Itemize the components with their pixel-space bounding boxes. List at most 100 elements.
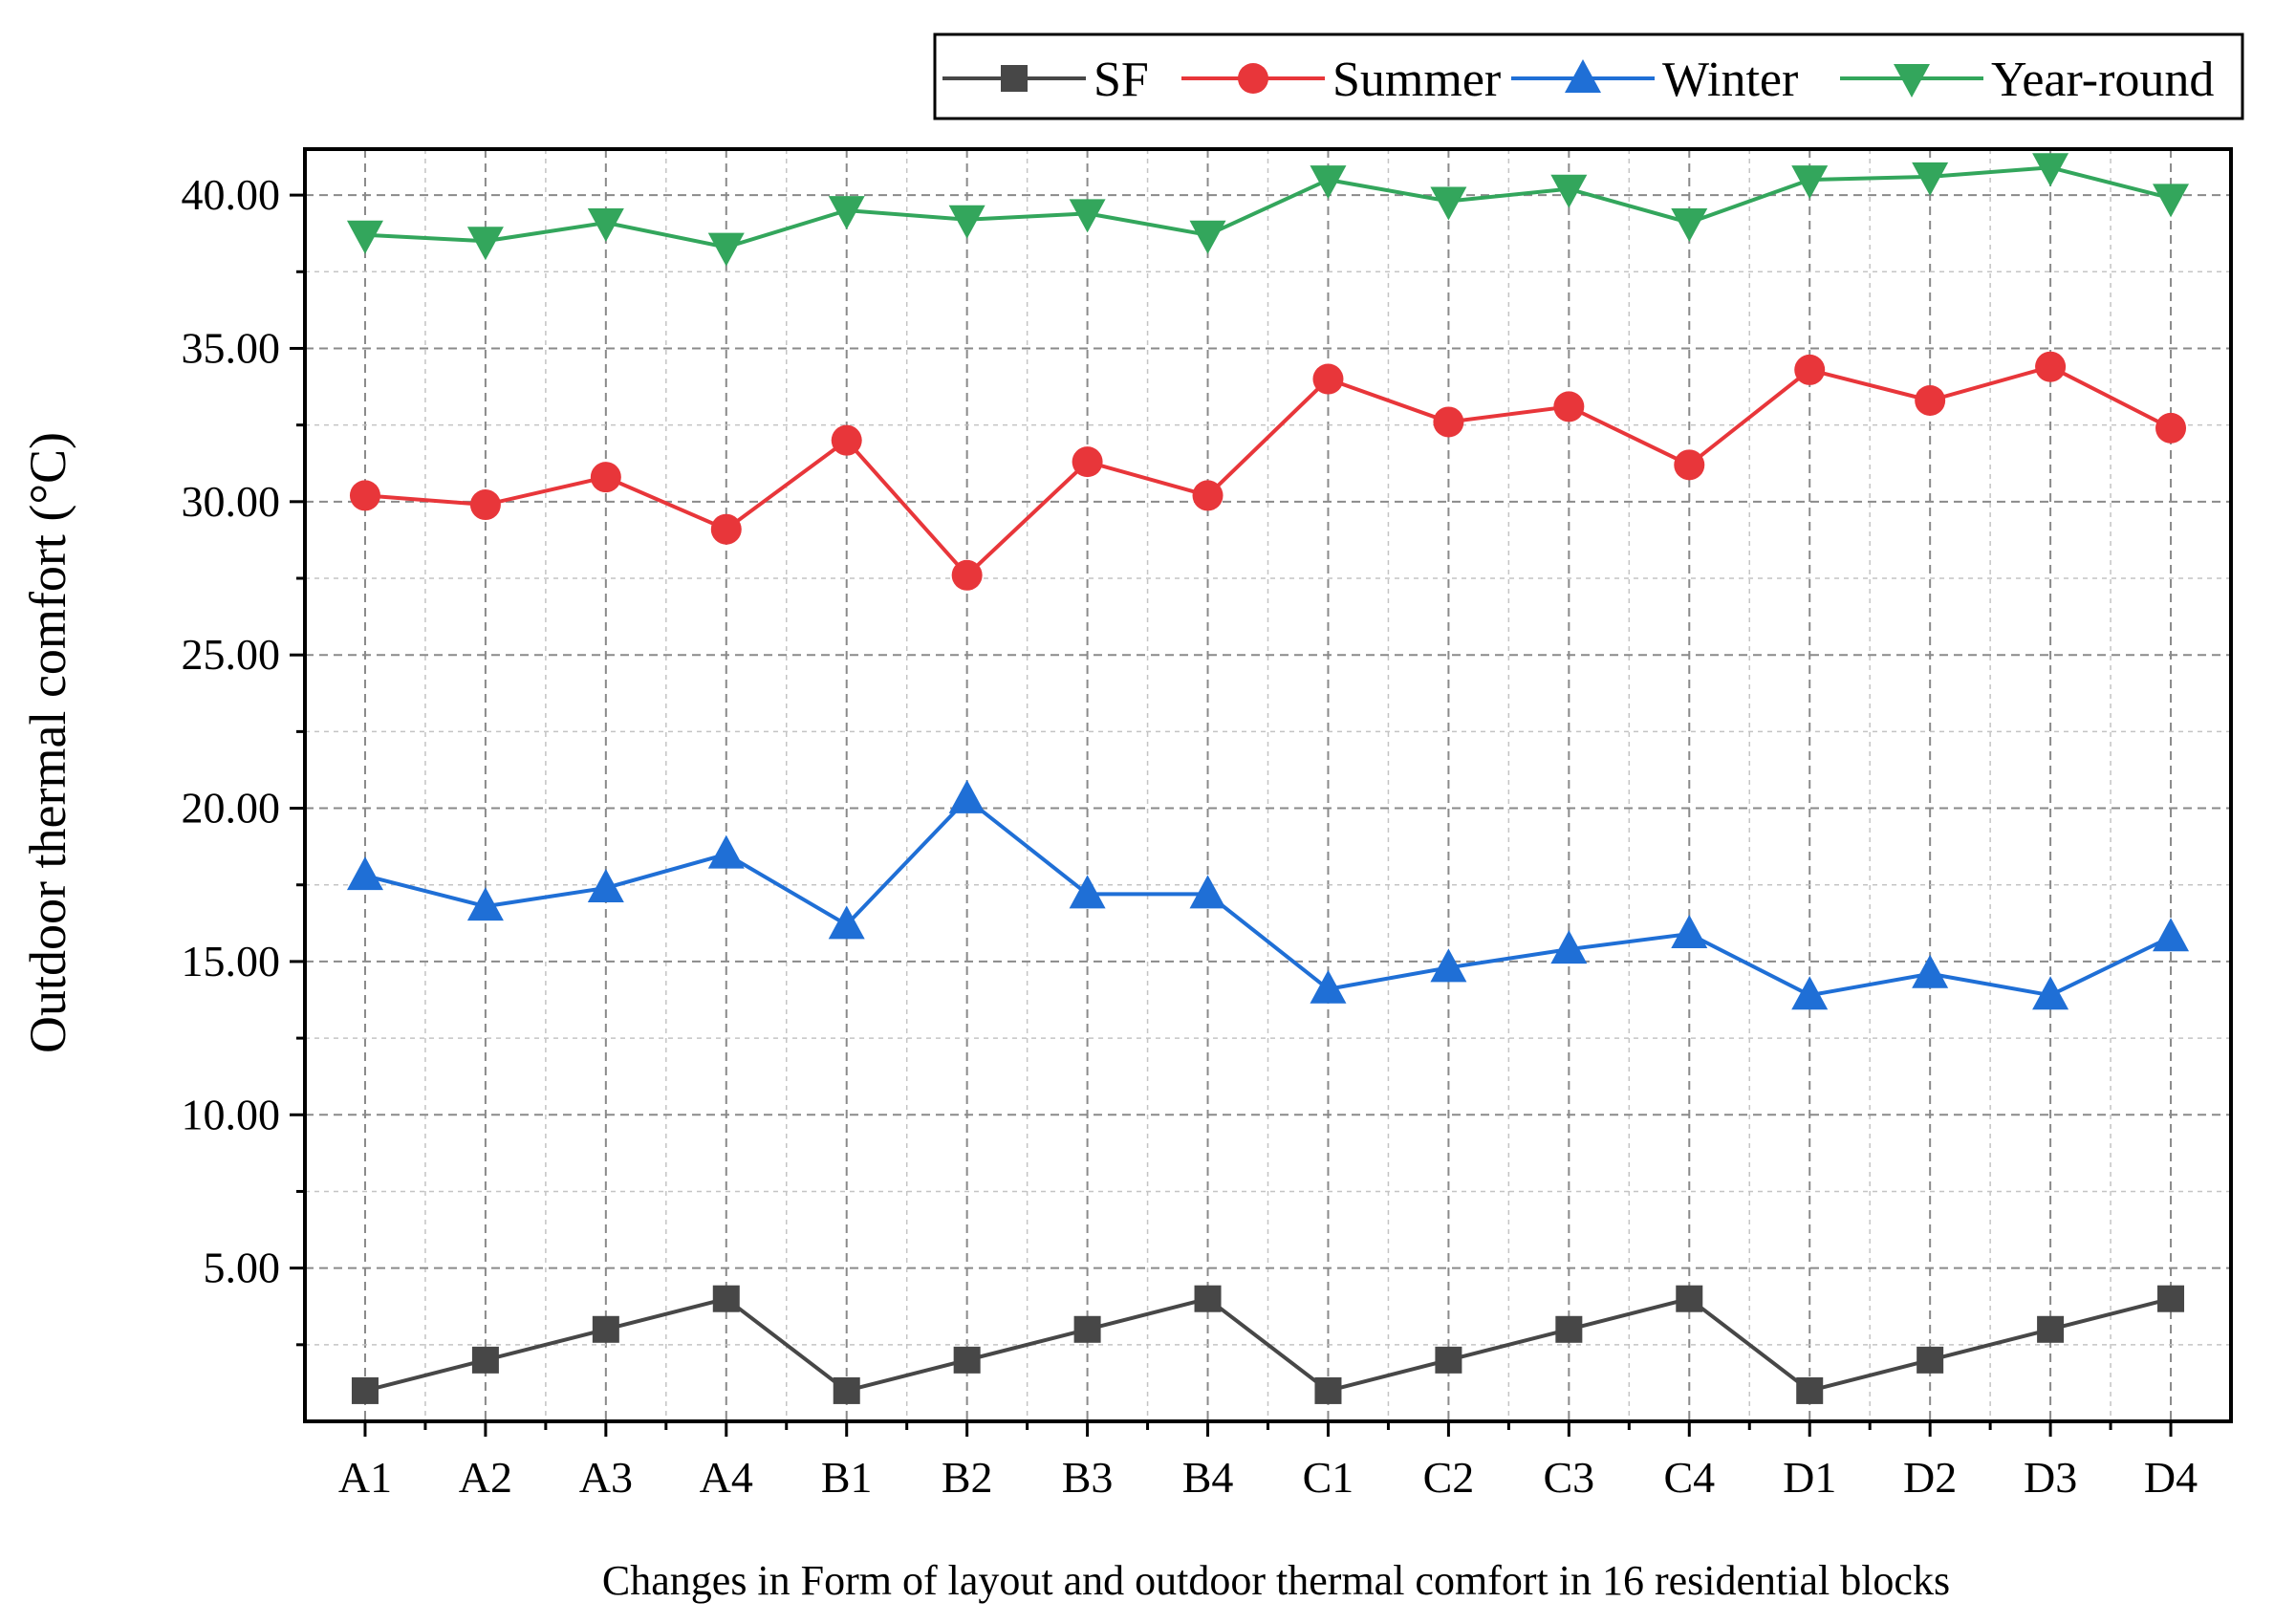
data-point-winter xyxy=(346,856,383,891)
series-line-year-round xyxy=(364,165,2172,249)
data-point-summer xyxy=(951,559,983,591)
data-point-summer xyxy=(1192,480,1224,511)
x-tick-label: B1 xyxy=(821,1453,873,1502)
series-layer xyxy=(346,153,2190,1404)
data-point-winter xyxy=(1430,948,1467,983)
data-point-winter xyxy=(828,905,865,940)
data-point-summer xyxy=(469,489,501,521)
data-point-sf xyxy=(1435,1346,1462,1374)
data-point-sf xyxy=(1917,1346,1944,1374)
x-tick-label: B3 xyxy=(1062,1453,1114,1502)
data-point-winter xyxy=(466,887,504,921)
series-line-winter xyxy=(364,796,2172,998)
data-point-sf xyxy=(1555,1315,1583,1343)
x-axis-title: Changes in Form of layout and outdoor th… xyxy=(602,1557,1950,1604)
data-point-summer xyxy=(1553,391,1585,422)
y-tick-label: 15.00 xyxy=(182,937,281,985)
y-axis-title: Outdoor thermal comfort (°C) xyxy=(19,432,76,1053)
x-tick-label: C3 xyxy=(1544,1453,1595,1502)
data-point-year-round xyxy=(948,205,985,239)
data-point-sf xyxy=(351,1376,379,1404)
data-point-year-round xyxy=(1550,174,1588,208)
y-tick-label: 10.00 xyxy=(182,1090,281,1138)
x-tick-label: D1 xyxy=(1783,1453,1836,1502)
data-point-year-round xyxy=(828,196,865,230)
data-point-winter xyxy=(948,779,985,813)
data-point-sf xyxy=(1073,1315,1101,1343)
series-year-round xyxy=(346,153,2190,267)
series-line-sf xyxy=(364,1296,2172,1394)
data-point-sf xyxy=(1314,1376,1342,1404)
data-point-winter xyxy=(1550,930,1588,964)
data-point-winter xyxy=(1189,875,1226,909)
data-point-winter xyxy=(2153,918,2190,952)
x-tick-label: D4 xyxy=(2144,1453,2198,1502)
data-point-year-round xyxy=(1912,162,1949,196)
data-point-winter xyxy=(1069,875,1106,909)
data-point-sf xyxy=(712,1285,740,1312)
data-point-year-round xyxy=(2153,184,2190,218)
data-point-summer xyxy=(1072,446,1103,478)
data-point-sf xyxy=(2157,1285,2185,1312)
legend-label-year-round: Year-round xyxy=(1991,53,2214,107)
data-point-summer xyxy=(1312,363,1344,395)
data-point-sf xyxy=(833,1376,860,1404)
data-point-sf xyxy=(1194,1285,1222,1312)
legend-marker-year-round xyxy=(1894,64,1930,97)
data-point-summer xyxy=(1915,384,1946,416)
data-point-year-round xyxy=(707,232,745,267)
x-tick-label: D3 xyxy=(2024,1453,2077,1502)
data-point-sf xyxy=(592,1315,619,1343)
legend-label-sf: SF xyxy=(1094,53,1149,107)
x-tick-label: A3 xyxy=(579,1453,633,1502)
data-point-summer xyxy=(710,513,742,545)
legend: SF Summer Winter Year-round xyxy=(933,32,2244,120)
data-point-winter xyxy=(707,834,745,869)
data-point-winter xyxy=(2032,976,2069,1010)
x-tick-label: A4 xyxy=(700,1453,753,1502)
series-line-summer xyxy=(364,364,2172,578)
data-point-summer xyxy=(2035,351,2067,382)
data-point-sf xyxy=(471,1346,499,1374)
series-winter xyxy=(346,779,2190,1010)
data-point-winter xyxy=(1671,915,1708,949)
data-point-summer xyxy=(1794,354,1826,385)
y-tick-label: 5.00 xyxy=(204,1244,281,1292)
y-tick-label: 25.00 xyxy=(182,630,281,679)
data-point-year-round xyxy=(2032,153,2069,187)
legend-label-summer: Summer xyxy=(1332,53,1501,107)
data-point-summer xyxy=(590,462,621,493)
data-point-summer xyxy=(2155,412,2187,444)
data-point-sf xyxy=(2037,1315,2065,1343)
data-point-year-round xyxy=(1671,207,1708,242)
x-tick-label: B4 xyxy=(1182,1453,1234,1502)
data-point-year-round xyxy=(1310,165,1347,200)
data-point-year-round xyxy=(587,207,624,242)
series-summer xyxy=(349,351,2187,591)
data-point-winter xyxy=(1310,969,1347,1004)
legend-label-winter: Winter xyxy=(1662,53,1798,107)
data-point-sf xyxy=(1676,1285,1703,1312)
x-tick-label: C4 xyxy=(1663,1453,1715,1502)
data-point-year-round xyxy=(1069,199,1106,233)
series-sf xyxy=(351,1285,2185,1404)
data-point-sf xyxy=(1796,1376,1824,1404)
x-tick-label: C1 xyxy=(1303,1453,1354,1502)
y-tick-label: 35.00 xyxy=(182,323,281,372)
x-tick-label: D2 xyxy=(1903,1453,1957,1502)
legend-marker-winter xyxy=(1565,59,1601,93)
x-tick-label: B2 xyxy=(942,1453,993,1502)
x-tick-label: A1 xyxy=(338,1453,392,1502)
data-point-year-round xyxy=(466,227,504,261)
data-point-summer xyxy=(349,480,380,511)
data-point-year-round xyxy=(346,220,383,254)
y-tick-label: 40.00 xyxy=(182,170,281,219)
data-point-summer xyxy=(1433,406,1464,438)
data-point-winter xyxy=(1791,976,1829,1010)
data-point-winter xyxy=(587,868,624,902)
data-point-summer xyxy=(831,424,862,456)
legend-marker-summer xyxy=(1238,63,1268,94)
legend-marker-sf xyxy=(1001,65,1028,92)
data-point-year-round xyxy=(1189,220,1226,254)
